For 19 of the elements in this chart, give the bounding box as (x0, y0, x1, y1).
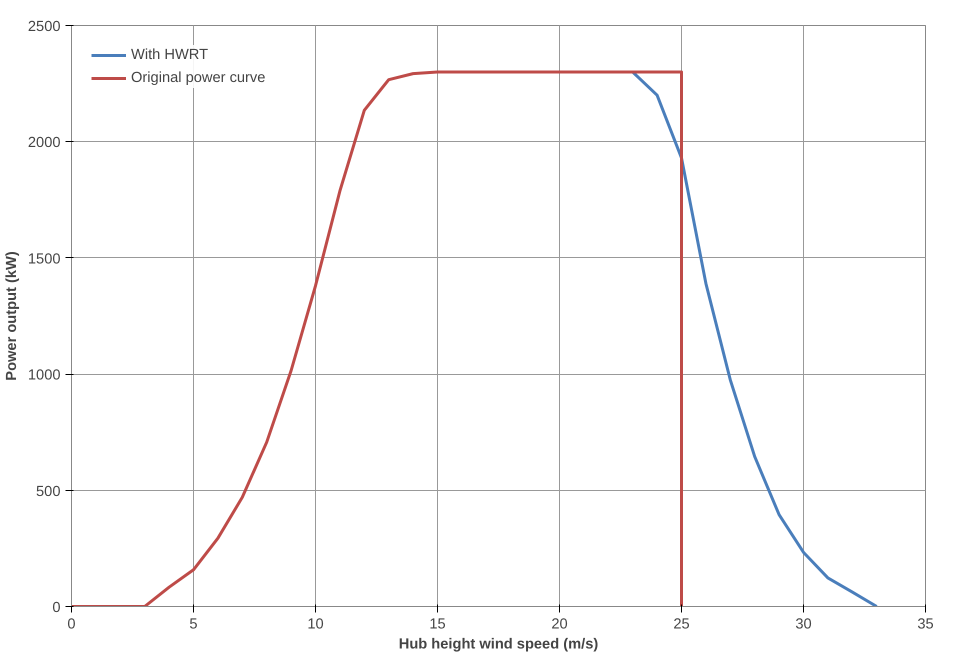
y-tick-label: 2500 (28, 19, 61, 35)
y-tick-label: 2000 (28, 135, 61, 152)
line-series (72, 70, 683, 606)
y-tick-label: 0 (52, 600, 61, 616)
y-tick-label: 1000 (28, 368, 61, 384)
x-tick-label: 15 (429, 616, 446, 632)
x-tick-label: 0 (67, 616, 76, 632)
x-tick-label: 30 (795, 616, 812, 632)
legend-label: Original power curve (131, 70, 266, 86)
y-axis-title: Power output (kW) (4, 251, 20, 381)
x-tick-label: 20 (551, 616, 568, 632)
y-tick-label: 1500 (28, 251, 61, 268)
x-tick-label: 5 (189, 616, 198, 632)
x-tick-label: 25 (673, 616, 690, 632)
x-axis-title: Hub height wind speed (m/s) (398, 636, 598, 652)
x-tick-label: 35 (917, 616, 934, 632)
x-tick-label: 10 (307, 616, 324, 632)
y-tick-label: 500 (36, 484, 61, 500)
legend-label: With HWRT (131, 47, 208, 63)
